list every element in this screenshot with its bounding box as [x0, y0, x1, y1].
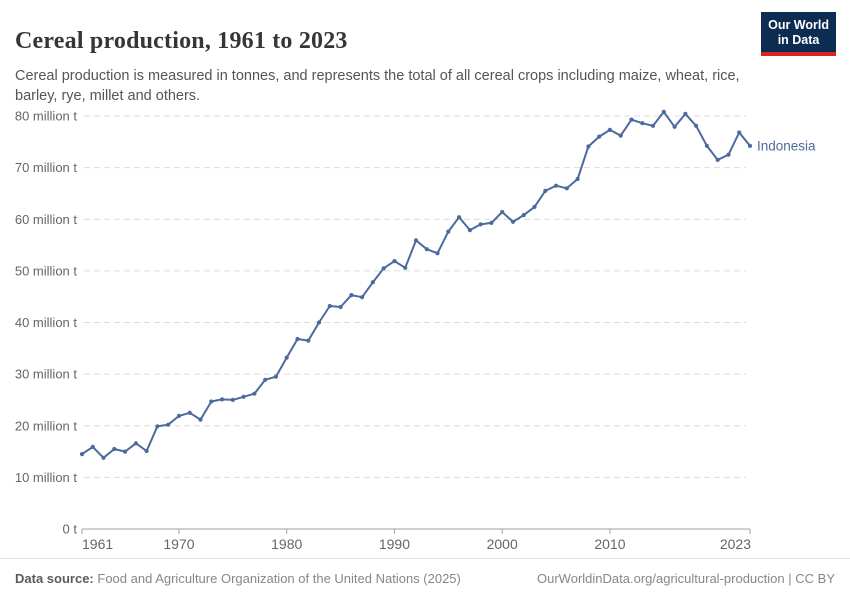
- chart-title: Cereal production, 1961 to 2023: [15, 28, 348, 55]
- owid-logo-line1: Our World: [768, 18, 829, 32]
- data-point[interactable]: [715, 157, 720, 162]
- data-point[interactable]: [209, 399, 214, 404]
- license-link[interactable]: CC BY: [795, 571, 835, 586]
- data-point[interactable]: [403, 265, 408, 270]
- data-point[interactable]: [155, 424, 160, 429]
- data-point[interactable]: [133, 441, 138, 446]
- canonical-url-link[interactable]: OurWorldinData.org/agricultural-producti…: [537, 571, 785, 586]
- data-point[interactable]: [500, 209, 505, 215]
- data-point[interactable]: [198, 417, 203, 422]
- data-point[interactable]: [510, 219, 516, 224]
- data-point[interactable]: [316, 320, 322, 325]
- data-point[interactable]: [424, 247, 429, 252]
- owid-logo-line2: in Data: [777, 33, 820, 47]
- data-point[interactable]: [543, 188, 548, 193]
- data-point[interactable]: [370, 280, 375, 285]
- data-point[interactable]: [683, 111, 688, 116]
- data-point[interactable]: [241, 394, 246, 399]
- data-line-indonesia[interactable]: [81, 110, 751, 459]
- data-point[interactable]: [79, 452, 85, 457]
- data-point[interactable]: [564, 186, 569, 191]
- data-point[interactable]: [349, 293, 354, 298]
- data-point[interactable]: [220, 397, 225, 402]
- x-tick-label: 2000: [487, 536, 518, 552]
- data-point[interactable]: [101, 455, 106, 460]
- data-point[interactable]: [640, 121, 645, 126]
- data-point[interactable]: [489, 220, 494, 225]
- data-point[interactable]: [694, 123, 699, 128]
- data-point[interactable]: [575, 176, 580, 182]
- footer: Data source: Food and Agriculture Organi…: [0, 558, 850, 600]
- data-source-label: Data source:: [15, 571, 94, 586]
- data-point[interactable]: [112, 446, 117, 452]
- data-point[interactable]: [607, 127, 613, 132]
- data-point[interactable]: [123, 449, 128, 454]
- data-point[interactable]: [554, 183, 559, 188]
- data-point[interactable]: [597, 134, 602, 139]
- data-point[interactable]: [327, 303, 332, 309]
- line-chart[interactable]: 0 t 10 million t 20 million t 30 million t 4…: [0, 96, 850, 558]
- data-point[interactable]: [90, 444, 95, 449]
- data-point[interactable]: [521, 213, 526, 218]
- data-point[interactable]: [284, 355, 289, 360]
- y-tick-label: 50 million t: [15, 263, 78, 278]
- data-point[interactable]: [338, 304, 343, 310]
- y-tick-label: 80 million t: [15, 109, 78, 124]
- data-point[interactable]: [252, 391, 257, 396]
- data-point[interactable]: [478, 222, 483, 227]
- data-point[interactable]: [457, 215, 462, 220]
- x-tick-label: 2010: [594, 536, 625, 552]
- y-tick-label: 30 million t: [15, 367, 78, 382]
- data-point[interactable]: [360, 295, 365, 300]
- data-point[interactable]: [650, 123, 656, 128]
- x-tick-label: 1970: [163, 536, 194, 552]
- data-point[interactable]: [273, 374, 278, 379]
- y-tick-label: 60 million t: [15, 212, 78, 227]
- data-point[interactable]: [726, 152, 731, 157]
- data-point[interactable]: [392, 259, 397, 264]
- data-point[interactable]: [618, 133, 623, 138]
- y-tick-label: 20 million t: [15, 418, 78, 433]
- data-point[interactable]: [187, 410, 192, 415]
- data-point[interactable]: [672, 124, 677, 129]
- data-point[interactable]: [532, 204, 537, 209]
- data-point[interactable]: [176, 413, 182, 418]
- data-point[interactable]: [586, 144, 591, 149]
- data-point[interactable]: [166, 422, 171, 427]
- data-point[interactable]: [306, 338, 311, 343]
- data-point[interactable]: [413, 238, 419, 243]
- x-tick-label: 1980: [271, 536, 302, 552]
- data-point[interactable]: [295, 336, 300, 342]
- data-point[interactable]: [704, 143, 710, 148]
- data-point[interactable]: [435, 251, 440, 256]
- y-tick-label: 70 million t: [15, 160, 78, 175]
- y-tick-label: 10 million t: [15, 470, 78, 485]
- owid-logo[interactable]: Our World in Data: [761, 12, 836, 56]
- data-point[interactable]: [230, 397, 235, 402]
- data-point[interactable]: [629, 117, 634, 122]
- data-source-note: Data source: Food and Agriculture Organi…: [15, 571, 461, 586]
- footer-links: OurWorldinData.org/agricultural-producti…: [537, 571, 835, 586]
- data-point[interactable]: [747, 143, 753, 148]
- data-point[interactable]: [381, 266, 386, 271]
- data-point[interactable]: [144, 448, 149, 454]
- data-point[interactable]: [446, 229, 451, 234]
- data-point[interactable]: [661, 109, 666, 114]
- data-point[interactable]: [263, 377, 268, 382]
- footer-divider: |: [788, 571, 792, 586]
- x-tick-label: 1961: [82, 536, 113, 552]
- data-point[interactable]: [737, 130, 742, 135]
- data-point[interactable]: [467, 228, 472, 233]
- series-end-label[interactable]: Indonesia: [757, 138, 816, 153]
- chart-subtitle: Cereal production is measured in tonnes,…: [15, 67, 740, 104]
- x-tick-label: 2023: [720, 536, 751, 552]
- y-tick-label: 0 t: [63, 522, 78, 537]
- data-source-value: Food and Agriculture Organization of the…: [97, 571, 461, 586]
- y-tick-label: 40 million t: [15, 315, 78, 330]
- x-tick-label: 1990: [379, 536, 410, 552]
